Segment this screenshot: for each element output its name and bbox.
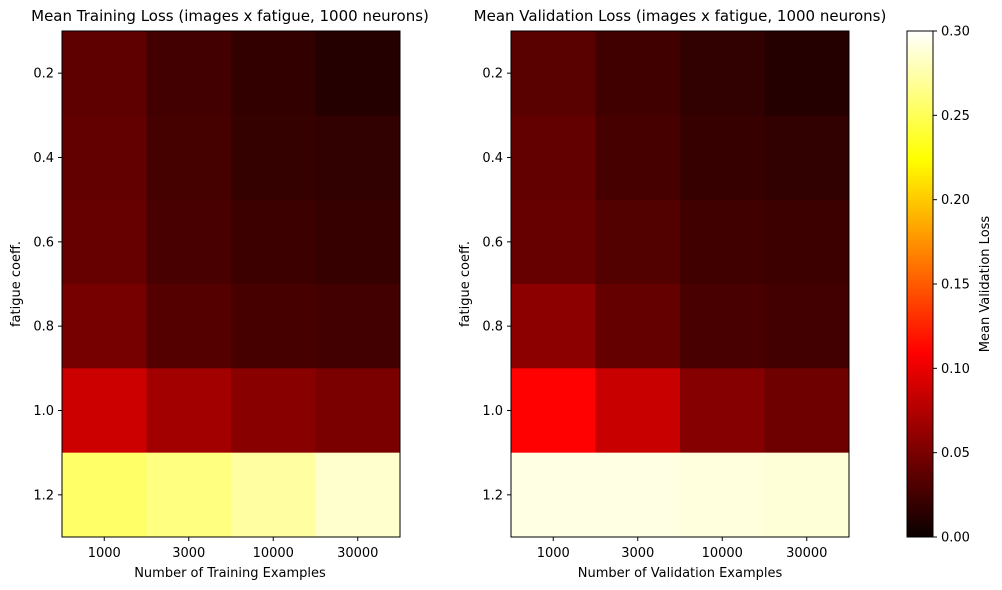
- validation-y-ticks: 0.2 0.4 0.6 0.8 1.0 1.2: [482, 67, 511, 503]
- colorbar-gradient: [906, 30, 934, 538]
- heatmap-cell: [231, 31, 316, 116]
- y-tick-label: 1.2: [482, 488, 503, 503]
- heatmap-cell: [62, 115, 147, 201]
- heatmap-cell: [62, 452, 147, 538]
- y-tick-label: 0.8: [33, 320, 54, 335]
- heatmap-cell: [511, 31, 596, 116]
- training-title: Mean Training Loss (images x fatigue, 10…: [31, 7, 429, 25]
- y-tick-label: 1.0: [482, 404, 503, 419]
- x-tick-label: 3000: [621, 546, 654, 561]
- heatmap-cell: [511, 115, 596, 201]
- heatmap-cell: [511, 284, 596, 369]
- colorbar-tick-label: 0.00: [941, 531, 970, 546]
- heatmap-cell: [680, 115, 765, 201]
- x-tick-label: 1000: [88, 546, 121, 561]
- heatmap-cell: [231, 368, 316, 454]
- x-tick-label: 10000: [702, 546, 743, 561]
- training-axes-frame: [61, 30, 401, 538]
- y-tick-label: 0.4: [482, 151, 503, 166]
- x-tick-label: 30000: [786, 546, 827, 561]
- y-tick-label: 0.6: [482, 235, 503, 250]
- validation-ylabel: fatigue coeff.: [458, 241, 473, 327]
- y-tick-label: 0.8: [482, 320, 503, 335]
- heatmap-cell: [764, 452, 850, 538]
- heatmap-cell: [62, 284, 147, 369]
- colorbar-ticks: 0.00 0.05 0.10 0.15 0.20 0.25 0.30: [933, 25, 970, 546]
- heatmap-cell: [764, 284, 850, 369]
- y-tick-label: 0.4: [33, 151, 54, 166]
- heatmap-cell: [764, 115, 850, 201]
- heatmap-cell: [231, 452, 316, 538]
- x-tick-label: 3000: [172, 546, 205, 561]
- heatmap-cell: [231, 284, 316, 369]
- heatmap-cell: [146, 115, 232, 201]
- heatmap-cell: [315, 199, 401, 285]
- x-tick-label: 30000: [337, 546, 378, 561]
- training-xlabel: Number of Training Examples: [134, 566, 326, 581]
- colorbar-tick-label: 0.10: [941, 362, 970, 377]
- colorbar-label: Mean Validation Loss: [978, 216, 993, 353]
- colorbar-tick-label: 0.30: [941, 25, 970, 40]
- heatmap-cell: [764, 368, 850, 454]
- heatmap-cell: [315, 284, 401, 369]
- heatmap-cell: [595, 199, 681, 285]
- heatmap-cell: [511, 199, 596, 285]
- heatmap-cell: [595, 115, 681, 201]
- heatmap-cell: [764, 31, 850, 116]
- x-tick-label: 1000: [537, 546, 570, 561]
- training-x-ticks: 1000 3000 10000 30000: [88, 537, 378, 561]
- heatmap-cell: [680, 452, 765, 538]
- training-ylabel: fatigue coeff.: [9, 241, 24, 327]
- heatmap-cell: [680, 284, 765, 369]
- colorbar-tick-label: 0.20: [941, 193, 970, 208]
- validation-title: Mean Validation Loss (images x fatigue, …: [474, 7, 887, 25]
- colorbar: 0.00 0.05 0.10 0.15 0.20 0.25 0.30 Mean Valida…: [906, 25, 993, 546]
- validation-xlabel: Number of Validation Examples: [578, 566, 783, 581]
- heatmap-cell: [146, 368, 232, 454]
- colorbar-tick-label: 0.15: [941, 278, 970, 293]
- y-tick-label: 1.2: [33, 488, 54, 503]
- heatmap-cell: [595, 31, 681, 116]
- heatmap-cell: [511, 368, 596, 454]
- colorbar-tick-label: 0.05: [941, 446, 970, 461]
- colorbar-tick-label: 0.25: [941, 109, 970, 124]
- heatmap-cell: [680, 199, 765, 285]
- validation-x-ticks: 1000 3000 10000 30000: [537, 537, 827, 561]
- heatmap-cell: [595, 368, 681, 454]
- training-loss-heatmap: Mean Training Loss (images x fatigue, 10…: [9, 7, 429, 581]
- heatmap-cell: [680, 31, 765, 116]
- training-cells: [62, 31, 401, 538]
- heatmap-cell: [511, 452, 596, 538]
- heatmap-cell: [231, 199, 316, 285]
- validation-axes-frame: [510, 30, 850, 538]
- y-tick-label: 1.0: [33, 404, 54, 419]
- validation-loss-heatmap: Mean Validation Loss (images x fatigue, …: [458, 7, 886, 581]
- heatmap-cell: [146, 452, 232, 538]
- heatmap-cell: [315, 31, 401, 116]
- y-tick-label: 0.6: [33, 235, 54, 250]
- heatmap-cell: [146, 199, 232, 285]
- heatmap-cell: [62, 199, 147, 285]
- heatmap-cell: [315, 115, 401, 201]
- heatmap-cell: [680, 368, 765, 454]
- x-tick-label: 10000: [253, 546, 294, 561]
- heatmap-cell: [231, 115, 316, 201]
- y-tick-label: 0.2: [33, 67, 54, 82]
- heatmap-cell: [62, 368, 147, 454]
- heatmap-cell: [595, 284, 681, 369]
- heatmap-cell: [62, 31, 147, 116]
- validation-cells: [511, 31, 850, 538]
- heatmap-cell: [146, 31, 232, 116]
- heatmap-cell: [595, 452, 681, 538]
- heatmap-cell: [315, 368, 401, 454]
- training-y-ticks: 0.2 0.4 0.6 0.8 1.0 1.2: [33, 67, 62, 503]
- heatmap-cell: [146, 284, 232, 369]
- heatmap-cell: [315, 452, 401, 538]
- heatmap-cell: [764, 199, 850, 285]
- y-tick-label: 0.2: [482, 67, 503, 82]
